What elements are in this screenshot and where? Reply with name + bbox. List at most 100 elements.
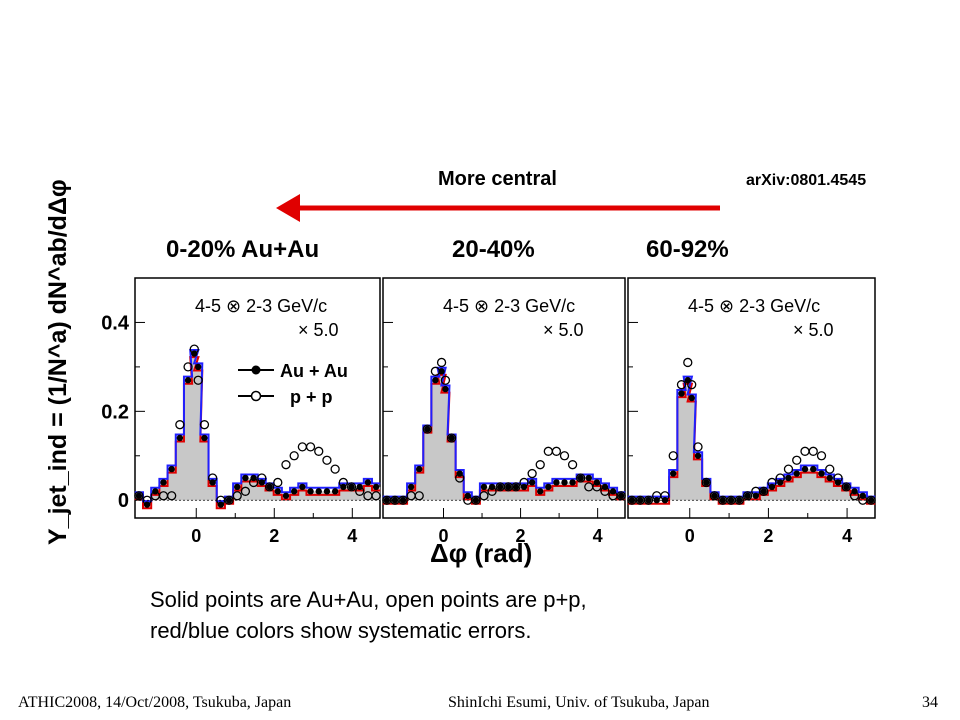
auau-point [528,479,536,486]
pp-point [314,446,324,456]
panel-frame [382,277,626,519]
auau-point [201,434,208,442]
footer-conference: ATHIC2008, 14/Oct/2008, Tsukuba, Japan [18,694,292,711]
auau-point [628,497,636,504]
systematic-error-high [627,375,876,498]
pp-point [346,482,357,492]
auau-point [793,470,800,477]
auau-point [585,474,592,482]
pp-point [289,451,299,461]
auau-point [160,479,167,486]
arxiv-reference: arXiv:0801.4545 [746,172,867,189]
y-tick-label: 0.4 [101,312,130,334]
pp-point [355,486,365,496]
pp-point [479,491,489,501]
auau-point [372,483,380,491]
auau-point [636,497,644,504]
auau-point [703,479,710,486]
auau-point [694,452,702,459]
pp-point [224,495,234,505]
auau-point [331,488,339,495]
pp-point [849,491,860,501]
panel-frame [627,277,876,519]
x-tick-label: 4 [842,526,852,546]
panel-60-92-percent: 4-5 ⊗ 2-3 GeV/c × 5.0 0 2 4 [627,277,876,546]
pp-point [792,455,802,465]
pp-point [240,486,251,496]
auau-point [785,474,792,482]
auau-point [432,377,439,384]
pp-point [414,491,424,501]
auau-point [569,479,576,486]
pp-point [800,446,810,456]
pp-point [330,464,340,474]
auau-point [424,425,431,433]
pp-point [167,491,177,501]
pp-point [430,366,441,376]
auau-point [678,390,685,397]
panel-frame [134,277,381,519]
auau-point [670,470,677,477]
auau-point [826,474,833,482]
auau-point [399,497,407,504]
x-tick-label: 0 [685,526,695,546]
pp-point [808,446,818,456]
panel-annotation-scale: × 5.0 [298,320,339,340]
pp-point [281,460,291,470]
auau-point [282,492,290,499]
pp-point [199,420,210,430]
pp-point [660,491,670,501]
pp-point [134,491,144,501]
auau-point [496,483,504,491]
panel-20-40-percent: 4-5 ⊗ 2-3 GeV/c × 5.0 0 2 4 [382,277,626,546]
panel-annotation-momentum: 4-5 ⊗ 2-3 GeV/c [195,296,327,316]
pp-point [175,420,185,430]
pp-point [519,477,529,488]
pp-point [297,442,308,452]
auau-point [867,497,875,504]
auau-point [719,497,726,504]
auau-point [442,385,449,393]
pp-point [676,380,687,390]
pp-point [264,482,275,492]
pp-point [273,477,283,488]
auau-point [537,488,544,495]
pp-point [189,344,199,354]
y-tick-label: 0.2 [101,401,129,423]
auau-point [736,497,743,504]
auau-point [810,465,817,473]
panel-label-0-20: 0-20% Au+Au [166,236,320,263]
auau-point [505,483,512,491]
auau-point [843,483,850,491]
x-tick-label: 0 [438,526,448,546]
pp-point [183,362,193,372]
systematic-error-high [134,349,381,503]
auau-point [744,492,751,499]
auau-histogram-fill [382,371,626,501]
pp-point [322,455,332,465]
pp-point [487,486,497,496]
auau-point [553,479,560,486]
more-central-arrow [276,194,720,222]
auau-point [818,470,825,477]
auau-point [195,363,202,371]
auau-point [760,488,767,495]
auau-point [688,394,695,402]
auau-point [234,483,241,491]
auau-point [274,488,281,495]
pp-point [759,486,769,496]
pp-point [687,380,697,390]
pp-point [693,442,703,452]
auau-point [348,483,355,491]
pp-point [338,477,348,488]
auau-point [323,488,331,495]
pp-point [576,473,586,483]
auau-histogram-fill [134,353,381,505]
auau-point [135,492,143,499]
pp-point [866,495,876,505]
pp-point [248,477,259,488]
x-tick-label: 2 [516,526,526,546]
legend-pp-label: p + p [290,387,333,407]
y-tick-label: 0 [118,490,129,512]
